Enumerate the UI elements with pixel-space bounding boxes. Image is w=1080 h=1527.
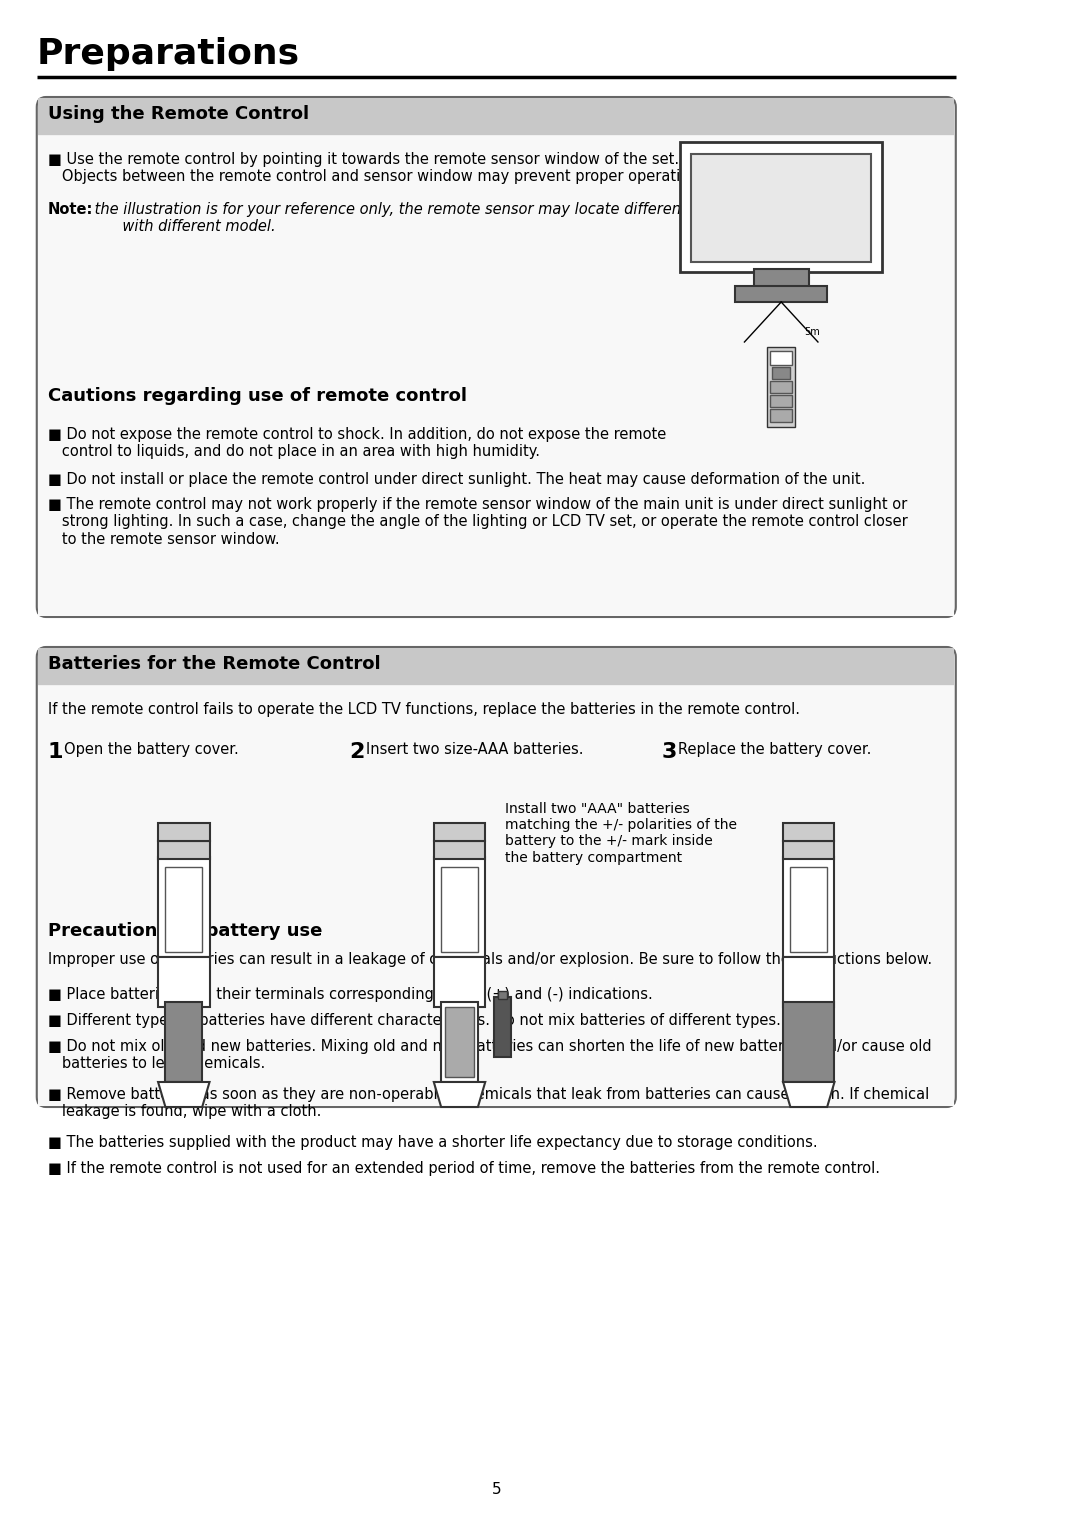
Bar <box>783 823 835 841</box>
Text: Insert two size-AAA batteries.: Insert two size-AAA batteries. <box>366 742 583 757</box>
Bar <box>783 841 835 860</box>
Text: Replace the battery cover.: Replace the battery cover. <box>678 742 872 757</box>
Text: 3: 3 <box>662 742 677 762</box>
Bar <box>770 382 793 392</box>
Bar <box>768 347 795 428</box>
Polygon shape <box>434 1083 485 1107</box>
Text: 1: 1 <box>48 742 64 762</box>
Bar <box>495 997 511 1057</box>
Text: Precautions on battery use: Precautions on battery use <box>48 922 322 941</box>
Text: ■ Place batteries with their terminals corresponding to the (+) and (-) indicati: ■ Place batteries with their terminals c… <box>48 986 652 1002</box>
Text: ■ Do not expose the remote control to shock. In addition, do not expose the remo: ■ Do not expose the remote control to sh… <box>48 428 666 460</box>
Text: If the remote control fails to operate the LCD TV functions, replace the batteri: If the remote control fails to operate t… <box>48 702 800 718</box>
Polygon shape <box>783 1083 835 1107</box>
Bar <box>158 857 210 957</box>
Bar <box>445 1006 474 1077</box>
Bar <box>38 98 955 134</box>
Text: ■ If the remote control is not used for an extended period of time, remove the b: ■ If the remote control is not used for … <box>48 1161 880 1176</box>
Bar <box>791 867 827 951</box>
Text: Preparations: Preparations <box>37 37 300 70</box>
Bar <box>165 1002 202 1083</box>
Bar <box>38 647 955 686</box>
Bar <box>441 1002 478 1083</box>
Text: Batteries for the Remote Control: Batteries for the Remote Control <box>48 655 380 673</box>
Text: 5: 5 <box>491 1483 501 1496</box>
Bar <box>158 957 210 1006</box>
Text: ■ Different types of batteries have different characteristics. Do not mix batter: ■ Different types of batteries have diff… <box>48 1012 781 1028</box>
Bar <box>158 841 210 860</box>
Bar <box>783 857 835 957</box>
Bar <box>772 366 791 379</box>
Text: ■ The batteries supplied with the product may have a shorter life expectancy due: ■ The batteries supplied with the produc… <box>48 1135 818 1150</box>
FancyBboxPatch shape <box>37 98 956 617</box>
Text: ■ The remote control may not work properly if the remote sensor window of the ma: ■ The remote control may not work proper… <box>48 496 907 547</box>
Bar <box>783 1002 835 1083</box>
Bar <box>783 957 835 1006</box>
Bar <box>434 857 485 957</box>
FancyBboxPatch shape <box>37 647 956 1107</box>
Bar <box>434 957 485 1006</box>
Bar <box>434 823 485 841</box>
Text: the illustration is for your reference only, the remote sensor may locate differ: the illustration is for your reference o… <box>90 202 700 235</box>
Text: Open the battery cover.: Open the battery cover. <box>65 742 239 757</box>
Bar <box>434 841 485 860</box>
Text: Cautions regarding use of remote control: Cautions regarding use of remote control <box>48 386 467 405</box>
Text: ■ Remove batteries as soon as they are non-operable. Chemicals that leak from ba: ■ Remove batteries as soon as they are n… <box>48 1087 929 1119</box>
Text: Note:: Note: <box>48 202 93 217</box>
Bar <box>691 154 872 263</box>
Bar <box>38 136 955 615</box>
Bar <box>158 823 210 841</box>
Bar <box>770 351 793 365</box>
Text: ■ Use the remote control by pointing it towards the remote sensor window of the : ■ Use the remote control by pointing it … <box>48 153 703 185</box>
Bar <box>680 142 882 272</box>
Bar <box>498 991 508 999</box>
Bar <box>770 409 793 421</box>
Text: ■ Do not install or place the remote control under direct sunlight. The heat may: ■ Do not install or place the remote con… <box>48 472 865 487</box>
Text: Improper use of batteries can result in a leakage of chemicals and/or explosion.: Improper use of batteries can result in … <box>48 951 932 967</box>
Text: 5m: 5m <box>805 327 820 337</box>
Polygon shape <box>158 1083 210 1107</box>
Bar <box>754 269 809 287</box>
Bar <box>441 867 478 951</box>
Bar <box>770 395 793 408</box>
Text: 2: 2 <box>349 742 365 762</box>
Text: Install two "AAA" batteries
matching the +/- polarities of the
battery to the +/: Install two "AAA" batteries matching the… <box>505 802 738 864</box>
Bar <box>165 867 202 951</box>
Bar <box>38 686 955 1106</box>
Text: Using the Remote Control: Using the Remote Control <box>48 105 309 124</box>
Text: ■ Do not mix old and new batteries. Mixing old and new batteries can shorten the: ■ Do not mix old and new batteries. Mixi… <box>48 1038 931 1072</box>
Bar <box>735 286 827 302</box>
